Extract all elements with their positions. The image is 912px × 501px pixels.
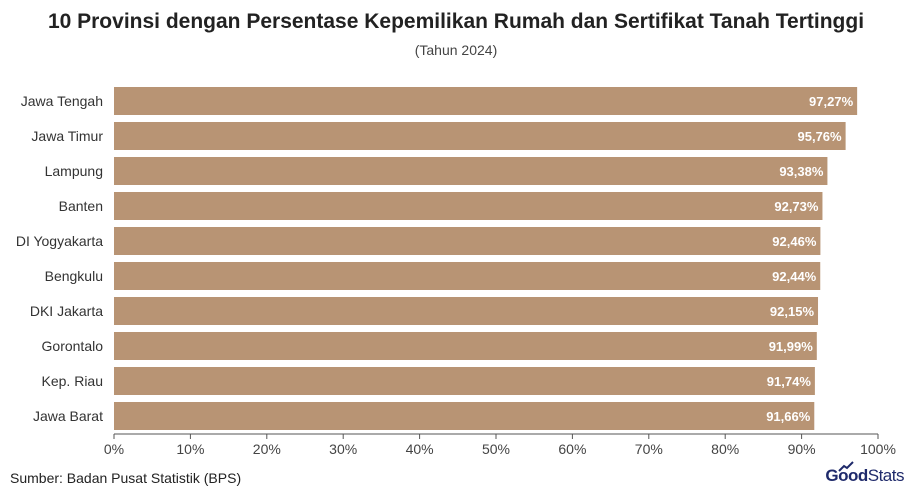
value-label-2: 95,76%	[798, 129, 843, 144]
chart-title: 10 Provinsi dengan Persentase Kepemilika…	[47, 10, 865, 33]
bar-6	[114, 262, 821, 290]
bar-1	[114, 87, 858, 115]
bar-5	[114, 227, 821, 255]
bar-8	[114, 332, 817, 360]
category-label-10: Jawa Barat	[33, 408, 103, 424]
category-label-8: Gorontalo	[42, 338, 104, 354]
goodstats-logo: GoodStats	[825, 466, 904, 486]
x-tick-label-0: 0%	[104, 441, 124, 457]
x-tick-label-60: 60%	[558, 441, 586, 457]
source-note: Sumber: Badan Pusat Statistik (BPS)	[10, 470, 242, 486]
logo-stats: Stats	[867, 466, 905, 485]
value-label-8: 91,99%	[769, 339, 814, 354]
category-label-7: DKI Jakarta	[30, 303, 103, 319]
x-tick-label-80: 80%	[711, 441, 739, 457]
value-label-9: 91,74%	[767, 374, 812, 389]
category-label-9: Kep. Riau	[42, 373, 103, 389]
value-label-7: 92,15%	[770, 304, 815, 319]
logo-chart-icon	[838, 461, 854, 472]
x-tick-label-40: 40%	[406, 441, 434, 457]
x-tick-label-20: 20%	[253, 441, 281, 457]
category-label-3: Lampung	[45, 163, 103, 179]
chart-subtitle: (Tahun 2024)	[414, 42, 498, 58]
value-label-5: 92,46%	[772, 234, 817, 249]
bar-10	[114, 402, 815, 430]
value-label-6: 92,44%	[772, 269, 817, 284]
value-label-4: 92,73%	[774, 199, 819, 214]
category-label-2: Jawa Timur	[31, 128, 103, 144]
category-label-5: DI Yogyakarta	[16, 233, 103, 249]
x-tick-label-100: 100%	[860, 441, 896, 457]
value-label-10: 91,66%	[766, 409, 811, 424]
x-tick-label-10: 10%	[176, 441, 204, 457]
x-tick-label-90: 90%	[788, 441, 816, 457]
category-label-4: Banten	[59, 198, 103, 214]
bar-7	[114, 297, 819, 325]
x-tick-label-30: 30%	[329, 441, 357, 457]
bar-2	[114, 122, 846, 150]
x-tick-label-50: 50%	[482, 441, 510, 457]
category-label-6: Bengkulu	[45, 268, 103, 284]
value-label-3: 93,38%	[779, 164, 824, 179]
x-tick-label-70: 70%	[635, 441, 663, 457]
bar-3	[114, 157, 828, 185]
bar-4	[114, 192, 823, 220]
category-label-1: Jawa Tengah	[21, 93, 103, 109]
bar-9	[114, 367, 815, 395]
logo-good: Good	[825, 466, 868, 485]
value-label-1: 97,27%	[809, 94, 854, 109]
